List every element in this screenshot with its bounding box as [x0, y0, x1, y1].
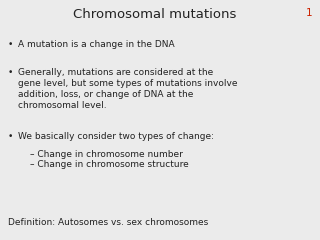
Text: – Change in chromosome number: – Change in chromosome number [30, 150, 183, 159]
Text: 1: 1 [305, 8, 312, 18]
Text: Definition: Autosomes vs. sex chromosomes: Definition: Autosomes vs. sex chromosome… [8, 218, 208, 227]
Text: Generally, mutations are considered at the
gene level, but some types of mutatio: Generally, mutations are considered at t… [18, 68, 237, 110]
Text: Chromosomal mutations: Chromosomal mutations [73, 8, 237, 21]
Text: We basically consider two types of change:: We basically consider two types of chang… [18, 132, 214, 141]
Text: •: • [8, 68, 13, 77]
Text: •: • [8, 132, 13, 141]
Text: A mutation is a change in the DNA: A mutation is a change in the DNA [18, 40, 175, 49]
Text: •: • [8, 40, 13, 49]
Text: – Change in chromosome structure: – Change in chromosome structure [30, 160, 189, 169]
